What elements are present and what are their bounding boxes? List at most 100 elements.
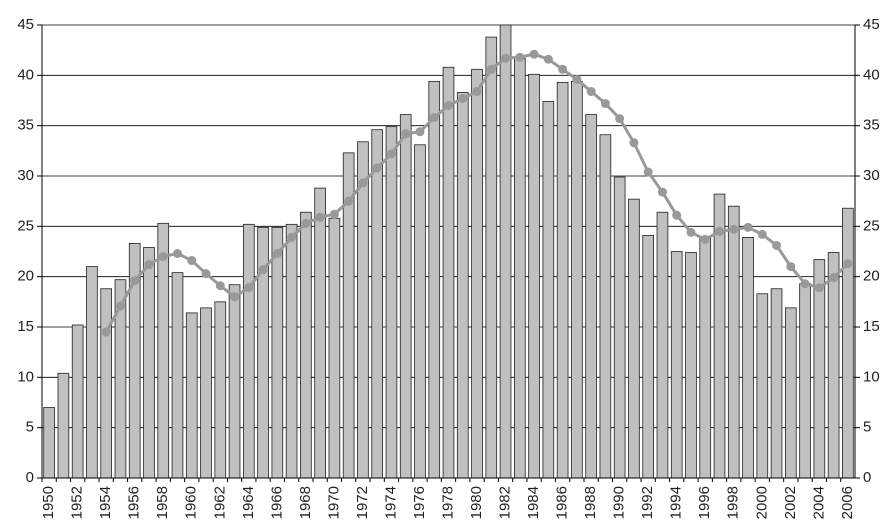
y2-tick-label: 35 (863, 117, 880, 134)
bar (642, 234, 655, 479)
line-point (458, 93, 468, 103)
x-tick-label: 1972 (354, 486, 371, 519)
line-point (301, 218, 311, 228)
line-point (672, 210, 682, 220)
y2-tick-label: 20 (863, 268, 880, 285)
line-point (258, 265, 268, 275)
line-point (800, 279, 810, 289)
line-point (272, 249, 282, 259)
y-tick-label: 25 (17, 217, 34, 234)
line-point (686, 227, 696, 237)
y-tick-label: 40 (17, 66, 34, 83)
line-point (144, 260, 154, 270)
bar (799, 283, 811, 479)
line-point (429, 113, 439, 123)
bar (756, 293, 769, 479)
bar (599, 134, 612, 479)
y2-tick-label: 15 (863, 318, 880, 335)
bar (385, 126, 398, 479)
line-point (629, 138, 639, 148)
line-point (743, 222, 753, 232)
bar (242, 223, 255, 479)
line-point (529, 49, 539, 59)
x-tick-label: 1970 (325, 486, 342, 519)
bar (143, 247, 155, 479)
line-point (472, 86, 482, 96)
x-tick-label: 1984 (525, 486, 542, 519)
bar (670, 251, 683, 479)
bar (214, 301, 227, 479)
x-tick-label: 1978 (439, 486, 456, 519)
bar (157, 222, 170, 479)
bar (784, 307, 797, 479)
bar (471, 68, 483, 479)
x-tick-label: 1956 (126, 486, 143, 519)
line-point (572, 74, 582, 84)
line-point (386, 149, 396, 159)
line-point (244, 283, 254, 293)
bar (499, 24, 512, 479)
x-tick-label: 1968 (297, 486, 314, 519)
line-point (444, 101, 453, 111)
x-tick-label: 1960 (183, 486, 200, 519)
bar (185, 312, 198, 479)
bar (770, 288, 783, 479)
bar (57, 372, 70, 479)
line-point (843, 259, 853, 269)
line-point (657, 187, 667, 197)
x-tick-label: 1964 (240, 486, 257, 519)
bar (456, 92, 469, 479)
line-point (786, 262, 796, 272)
bar (228, 284, 241, 479)
y-tick-label: 10 (17, 368, 34, 385)
line-point (358, 178, 368, 188)
line-point (515, 52, 525, 62)
y-tick-label: 20 (17, 268, 34, 285)
line-point (415, 127, 425, 137)
bar (357, 141, 369, 479)
bar (399, 114, 412, 479)
line-point (101, 327, 111, 337)
bar (271, 226, 284, 479)
x-tick-label: 2002 (782, 486, 799, 519)
x-tick-label: 1952 (69, 486, 86, 519)
x-tick-label: 1990 (611, 486, 628, 519)
x-tick-label: 1974 (382, 486, 399, 519)
line-point (543, 54, 553, 64)
bar (542, 101, 555, 479)
line-point (401, 129, 411, 139)
bar (100, 288, 113, 479)
bar (371, 129, 384, 479)
bar (742, 237, 754, 479)
bar (300, 211, 312, 479)
y2-tick-label: 10 (863, 368, 880, 385)
y-tick-label: 35 (17, 117, 34, 134)
line-point (372, 163, 382, 173)
line-point (715, 226, 724, 236)
line-point (600, 99, 610, 109)
x-tick-label: 1980 (468, 486, 485, 519)
bar (571, 80, 583, 479)
x-tick-label: 1996 (696, 486, 713, 519)
line-point (700, 234, 710, 244)
x-tick-label: 1954 (97, 486, 114, 519)
bar (656, 211, 669, 479)
line-point (287, 232, 297, 242)
line-point (158, 252, 168, 262)
y2-tick-label: 45 (863, 16, 880, 33)
bar (328, 217, 341, 479)
bar (314, 187, 326, 479)
bar (685, 252, 697, 479)
y-tick-label: 15 (17, 318, 34, 335)
bar (43, 407, 55, 479)
x-tick-label: 1988 (582, 486, 599, 519)
x-tick-label: 1986 (554, 486, 571, 519)
line-point (615, 114, 625, 124)
line-point (115, 301, 125, 311)
bar (842, 207, 854, 479)
line-point (729, 224, 739, 234)
x-tick-label: 1992 (639, 486, 656, 519)
line-point (501, 53, 511, 63)
